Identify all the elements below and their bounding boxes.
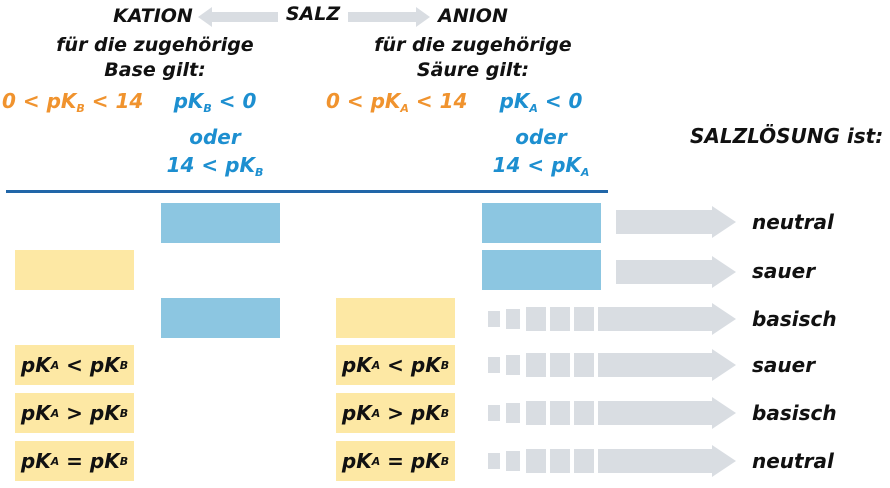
anion-strong-box: [482, 203, 601, 243]
anion-formula-cell: pK A < pK B: [336, 345, 455, 385]
anion-formula-cell: pK A > pK B: [336, 393, 455, 433]
kation-formula-cell: pK A = pK B: [15, 441, 134, 481]
right-arrow-icon: [616, 256, 736, 288]
dashed-right-arrow-icon: [488, 349, 736, 381]
result-label: neutral: [752, 449, 834, 473]
anion-subtitle-1: für die zugehörige: [374, 34, 572, 56]
dashed-right-arrow-icon: [488, 397, 736, 429]
dashed-right-arrow-icon: [488, 303, 736, 335]
kation-subtitle-2: Base gilt:: [104, 59, 206, 81]
kation-title: KATION: [113, 5, 193, 27]
header-divider: [6, 190, 608, 193]
anion-formula-cell: pK A = pK B: [336, 441, 455, 481]
anion-weak-box: [336, 298, 455, 338]
kation-formula-cell: pK A < pK B: [15, 345, 134, 385]
kation-condition-strong: pKB < 0 oder 14 < pKB: [166, 89, 264, 179]
anion-condition-strong: pKA < 0 oder 14 < pKA: [492, 89, 590, 179]
salz-title: SALZ: [278, 4, 348, 24]
anion-title: ANION: [438, 5, 508, 27]
result-label: sauer: [752, 259, 816, 283]
anion-strong-box: [482, 250, 601, 290]
result-label: basisch: [752, 401, 837, 425]
right-arrow-icon: [616, 206, 736, 238]
kation-subtitle-1: für die zugehörige: [56, 34, 254, 56]
kation-formula-cell: pK A > pK B: [15, 393, 134, 433]
anion-condition-weak: 0 < pKA < 14: [326, 89, 468, 115]
result-label: basisch: [752, 307, 837, 331]
dashed-right-arrow-icon: [488, 445, 736, 477]
kation-weak-box: [15, 250, 134, 290]
result-title: SALZLÖSUNG ist:: [690, 124, 884, 148]
result-label: neutral: [752, 210, 834, 234]
kation-strong-box: [161, 298, 280, 338]
result-label: sauer: [752, 353, 816, 377]
anion-subtitle-2: Säure gilt:: [416, 59, 530, 81]
kation-strong-box: [161, 203, 280, 243]
kation-condition-weak: 0 < pKB < 14: [2, 89, 144, 115]
